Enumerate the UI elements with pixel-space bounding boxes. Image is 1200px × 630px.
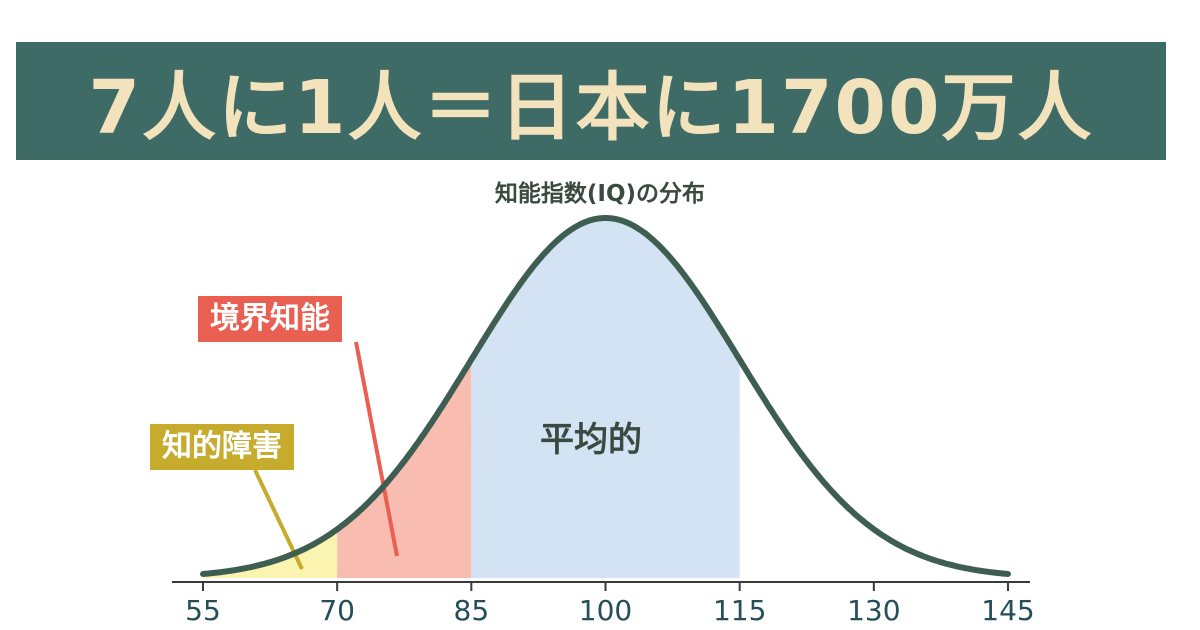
x-tick-label: 70	[319, 594, 355, 627]
borderline-label: 境界知能	[198, 296, 342, 342]
x-tick-label: 55	[185, 594, 221, 627]
region-0	[203, 529, 338, 578]
average-label: 平均的	[540, 420, 642, 460]
distribution-curve	[200, 215, 1011, 577]
x-tick-label: 130	[847, 594, 900, 627]
x-tick-label: 145	[981, 594, 1034, 627]
x-tick-label: 115	[713, 594, 766, 627]
borderline-pointer	[354, 341, 399, 557]
region-2	[471, 218, 740, 578]
x-axis-ticks: 55 70 85 100 115 130 145	[185, 582, 1035, 627]
x-tick-label: 100	[579, 594, 632, 627]
x-tick-label: 85	[454, 594, 490, 627]
disability-label: 知的障害	[150, 424, 294, 470]
headline-banner: 7人に1人＝日本に1700万人	[16, 42, 1166, 160]
region-layer	[203, 218, 740, 578]
headline-text: 7人に1人＝日本に1700万人	[88, 64, 1094, 151]
chart-title: 知能指数(IQ)の分布	[494, 181, 706, 207]
